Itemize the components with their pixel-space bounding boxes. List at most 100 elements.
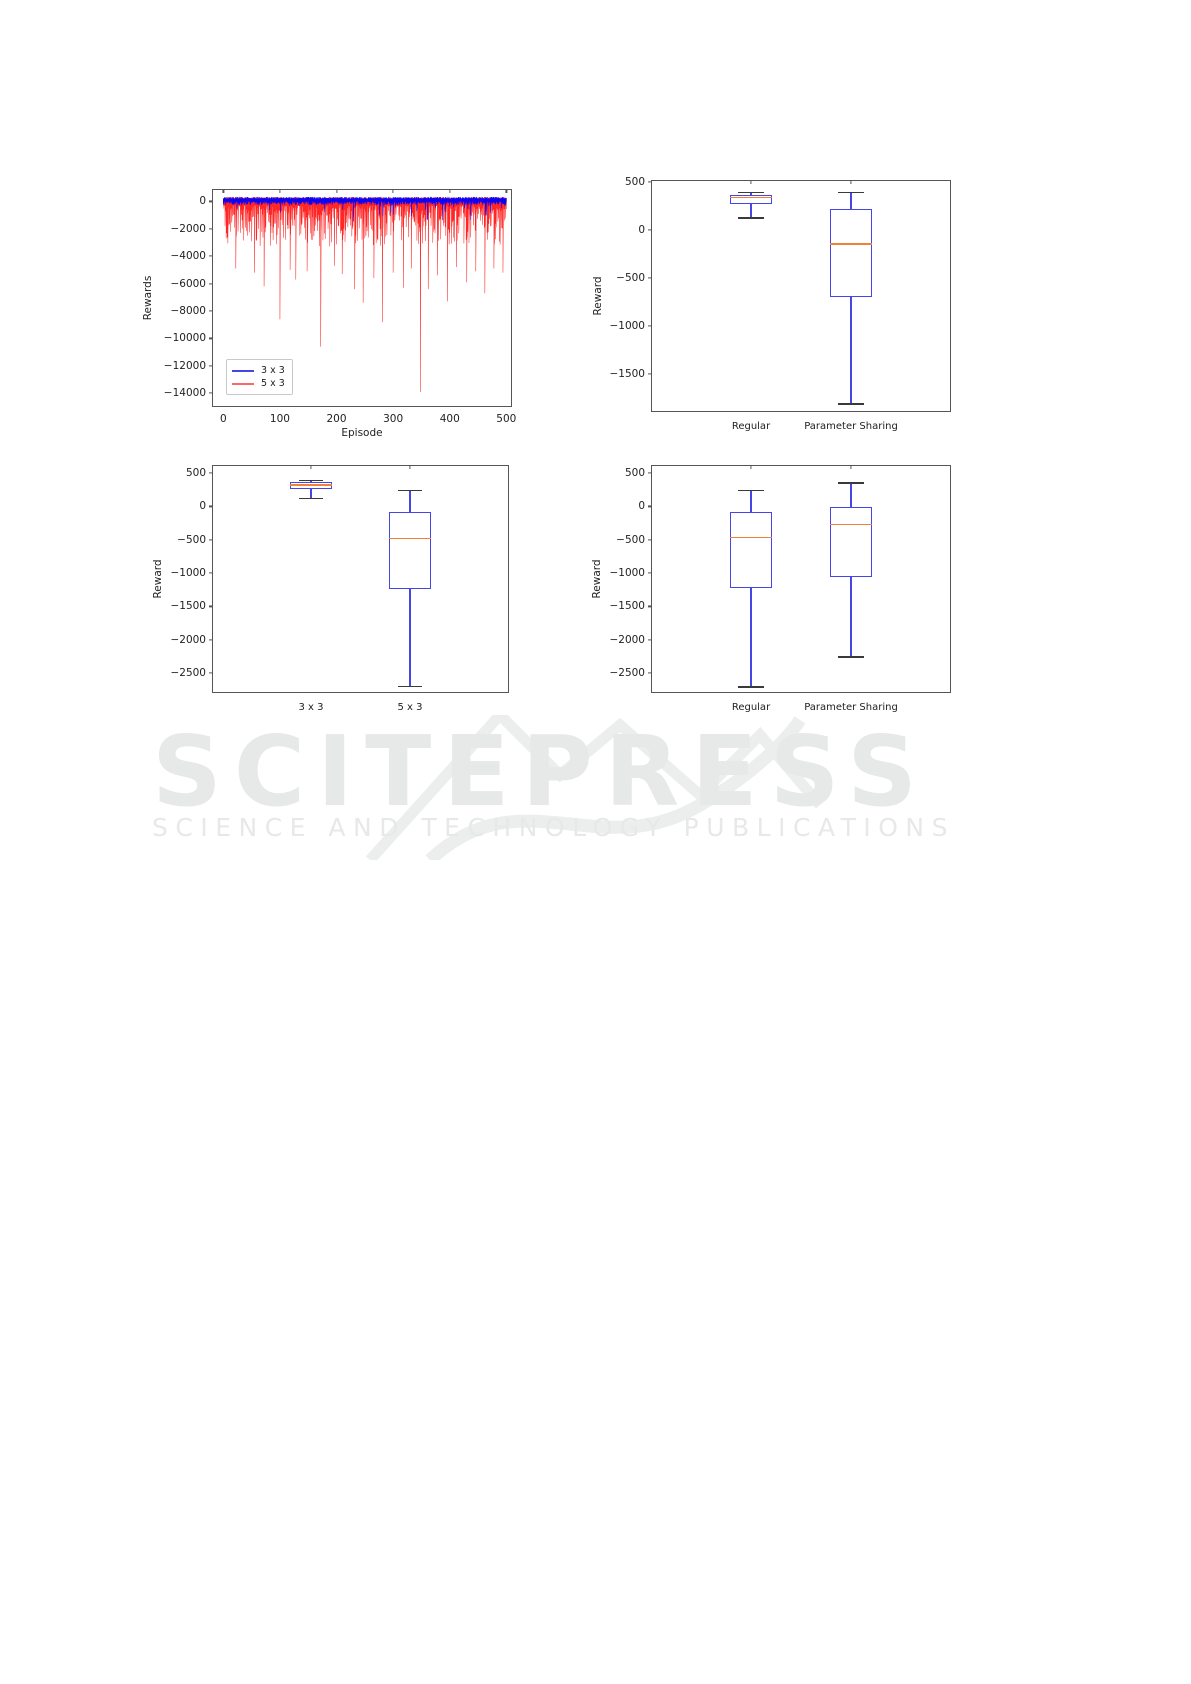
y-axis-tick-label: −2000: [170, 222, 206, 235]
y-axis-tick-mark: [208, 365, 212, 367]
axis-spine-right: [507, 465, 509, 693]
y-axis-tick-label: −1500: [609, 367, 645, 380]
axis-spine-bottom: [212, 405, 512, 407]
x-axis-tick-label: 200: [326, 413, 347, 425]
y-axis-label: Rewards: [142, 275, 154, 321]
y-axis-label: Reward: [591, 559, 603, 599]
x-axis-tick-mark: [750, 180, 752, 184]
boxplot-cap-upper: [838, 191, 864, 193]
boxplot-cap-lower: [738, 217, 764, 219]
y-axis-tick-mark: [647, 325, 651, 327]
y-axis-tick-mark: [647, 472, 651, 474]
boxplot-whisker-lower: [409, 589, 411, 686]
boxplot-iqr-box: [730, 195, 772, 204]
boxplot-cap-upper: [298, 479, 324, 482]
boxplot-box: [651, 465, 951, 693]
boxplot-box: [651, 180, 951, 412]
y-axis-tick-mark: [208, 505, 212, 507]
boxplot-box: [651, 180, 951, 412]
series-3x3: [223, 196, 507, 222]
y-axis-tick-label: −1500: [609, 600, 645, 613]
legend-item: 3 x 3: [232, 364, 285, 377]
boxplot-median-line: [730, 537, 772, 539]
legend-label: 5 x 3: [261, 378, 285, 389]
y-axis-tick-label: 0: [638, 223, 645, 236]
axis-spine-top: [651, 465, 951, 467]
y-axis-tick-mark: [208, 672, 212, 674]
y-axis-tick-mark: [647, 639, 651, 641]
boxplot-whisker-lower: [750, 588, 752, 687]
chart-training-rewards: 0 −2000 −4000 −6000 −8000 −10000 −12000 −14000 0…: [142, 189, 516, 439]
legend-label: 3 x 3: [261, 365, 285, 376]
x-axis-tick-mark: [409, 465, 411, 469]
x-axis-tick-mark: [850, 180, 852, 184]
axis-spine-bottom: [212, 691, 509, 693]
y-axis-tick-mark: [647, 605, 651, 607]
plot-area-training-rewards: [212, 189, 512, 407]
y-axis-tick-mark: [647, 277, 651, 279]
x-axis-tick-label: 300: [383, 413, 404, 425]
x-axis-tick-mark: [850, 465, 852, 469]
axis-spine-top: [651, 180, 951, 182]
plot-area-boxplot-bottom-left: [212, 465, 509, 693]
chart-boxplot-bottom-left: 500 0 −500 −1000 −1500 −2000 −2500 3 x 3 5 x 3 R…: [152, 465, 509, 713]
boxplot-cap-lower: [838, 403, 864, 405]
x-axis-tick-label: 400: [439, 413, 460, 425]
y-axis-tick-label: −8000: [170, 305, 206, 318]
axis-spine-bottom: [651, 410, 951, 412]
watermark-title: SCITEPRESS: [152, 715, 929, 828]
y-axis-tick-label: −12000: [163, 359, 206, 372]
y-axis-tick-label: 0: [199, 500, 206, 513]
boxplot-cap-lower: [738, 686, 764, 688]
x-axis-tick-mark: [750, 465, 752, 469]
chart-boxplot-top-right: 500 0 −500 −1000 −1500 Regular Parameter Shari…: [592, 176, 951, 432]
boxplot-cap-upper: [397, 489, 423, 492]
boxplot-whisker-lower: [750, 203, 752, 218]
x-axis-tick-label: 500: [496, 413, 517, 425]
plot-area-boxplot-bottom-right: [651, 465, 951, 693]
plot-axes-boxplot-bottom-right: 500 0 −500 −1000 −1500 −2000 −2500 Regular Param…: [609, 465, 951, 713]
boxplot-box: [212, 465, 509, 693]
boxplot-whisker-lower: [310, 489, 312, 498]
y-axis-tick-mark: [647, 181, 651, 183]
boxplot-whisker-upper: [850, 191, 852, 209]
y-axis-tick-label: −500: [616, 533, 645, 546]
legend-swatch-3x3: [232, 369, 254, 372]
y-axis-tick-label: 500: [624, 175, 645, 188]
x-axis-tick-mark: [392, 189, 394, 193]
y-axis-tick-mark: [208, 472, 212, 474]
y-axis-tick-mark: [208, 392, 212, 394]
y-axis-tick-label: 0: [638, 500, 645, 513]
boxplot-box: [651, 465, 951, 693]
y-axis-tick-label: −10000: [163, 332, 206, 345]
boxplot-whisker-upper: [750, 191, 752, 196]
x-axis-tick-mark: [279, 189, 281, 193]
x-axis-tick-label: 0: [219, 413, 227, 425]
x-axis-label: Episode: [341, 427, 383, 439]
y-axis-tick-label: −2000: [609, 633, 645, 646]
boxplot-box: [212, 465, 509, 693]
y-axis-tick-mark: [208, 605, 212, 607]
axis-spine-right: [949, 465, 951, 693]
y-axis-tick-label: −500: [177, 533, 206, 546]
x-axis-category-label: Regular: [731, 421, 771, 432]
axis-spine-right: [510, 189, 512, 407]
x-axis-tick-mark: [335, 189, 338, 193]
y-axis-tick-mark: [208, 310, 212, 312]
plot-axes-boxplot-bottom-left: 500 0 −500 −1000 −1500 −2000 −2500 3 x 3 5 x 3: [170, 465, 509, 713]
x-axis-tick-mark: [449, 189, 451, 193]
plot-axes-boxplot-top-right: 500 0 −500 −1000 −1500 Regular Parameter Shari…: [609, 176, 951, 432]
axis-spine-left: [651, 465, 653, 693]
axis-spine-right: [949, 180, 951, 412]
y-axis-tick-mark: [647, 672, 651, 674]
y-axis-label: Reward: [152, 559, 164, 599]
y-axis-tick-label: 0: [199, 195, 206, 208]
watermark-subtitle: SCIENCE AND TECHNOLOGY PUBLICATIONS: [152, 813, 955, 842]
boxplot-cap-upper: [838, 482, 864, 484]
y-axis-tick-mark: [208, 539, 212, 541]
y-axis-tick-label: 500: [624, 467, 645, 479]
x-axis-tick-mark: [505, 189, 507, 193]
x-axis-tick-label: 100: [269, 413, 290, 425]
axis-spine-bottom: [651, 691, 951, 693]
y-axis-tick-mark: [208, 255, 212, 257]
